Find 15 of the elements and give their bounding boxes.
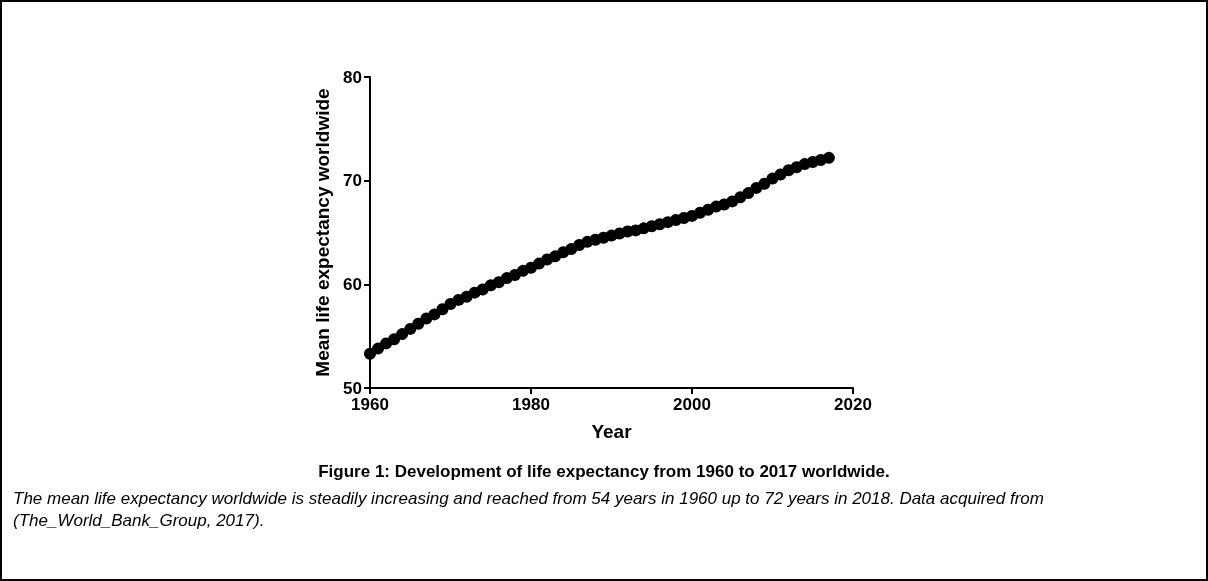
- text: Figure 1: Development of life expectancy from 1960 to 2017 worldwide.: [318, 462, 890, 481]
- y-tick-label: 60: [343, 274, 362, 294]
- x-axis-title: Year: [591, 421, 633, 442]
- y-tick-label: 50: [343, 378, 362, 398]
- y-tick-label: 70: [343, 171, 362, 191]
- point: [364, 347, 376, 360]
- y-axis-title: Mean life expectancy worldwide: [312, 88, 333, 377]
- point: [822, 151, 835, 164]
- x-tick-label: 2000: [673, 395, 711, 414]
- y-tick-label: 80: [343, 67, 362, 87]
- point: [404, 322, 417, 335]
- x-tick-label: 1980: [512, 395, 550, 414]
- text: The mean life expectancy worldwide is steadily increasing and reached from 54 years in 1960 up to 72 years in 2018. Data acquired from (The_World_Bank_Group, 2017).: [13, 488, 1049, 530]
- x-tick-label: 2020: [834, 395, 872, 414]
- x-tick-label: 1960: [351, 395, 389, 414]
